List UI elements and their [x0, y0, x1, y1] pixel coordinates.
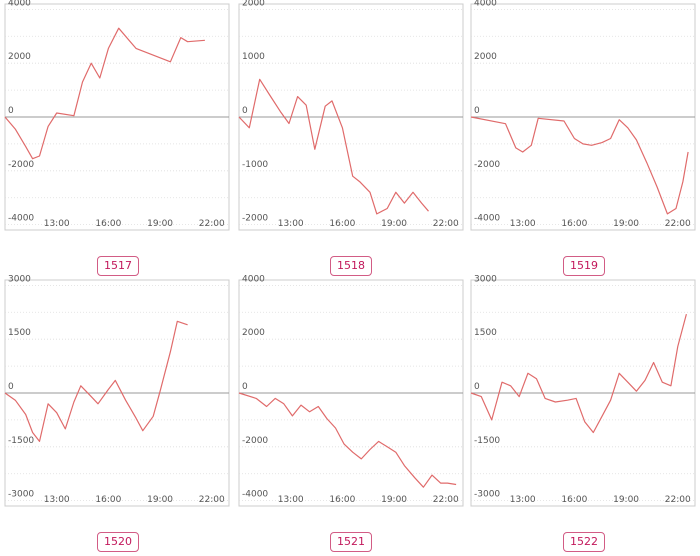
x-tick-label: 13:00 [278, 495, 304, 505]
x-tick-label: 19:00 [613, 495, 639, 505]
chart-panel-1522: 3000 1500 0 -1500 -3000 13:00 16:00 19:00 22:00 … [470, 274, 698, 556]
line-chart-1522: 3000 1500 0 -1500 -3000 13:00 16:00 19:00 22:00 [470, 274, 696, 507]
y-tick-label: -2000 [242, 436, 268, 446]
y-tick-label: 0 [242, 382, 248, 392]
x-tick-label: 16:00 [95, 219, 121, 229]
y-tick-label: 1500 [8, 328, 31, 338]
chart-label-1522[interactable]: 1522 [563, 532, 605, 552]
y-tick-label: -2000 [242, 214, 268, 224]
y-tick-label: -2000 [8, 160, 34, 170]
chart-panel-1521: 4000 2000 0 -2000 -4000 13:00 16:00 19:00 22:00 … [238, 274, 466, 556]
y-tick-label: -4000 [474, 214, 500, 224]
x-tick-label: 19:00 [381, 219, 407, 229]
y-tick-label: 0 [474, 382, 480, 392]
series-line [238, 392, 457, 488]
x-tick-label: 13:00 [44, 495, 70, 505]
y-tick-label: 4000 [8, 0, 31, 8]
chart-label-1518[interactable]: 1518 [330, 256, 372, 276]
x-tick-label: 22:00 [199, 495, 225, 505]
y-tick-label: 1000 [242, 52, 265, 62]
y-tick-label: 3000 [474, 274, 497, 284]
x-tick-label: 19:00 [381, 495, 407, 505]
x-tick-label: 13:00 [278, 219, 304, 229]
chart-panel-1518: 2000 1000 0 -1000 -2000 13:00 16:00 19:00 22:00 … [238, 0, 466, 280]
x-tick-label: 22:00 [433, 219, 459, 229]
x-tick-label: 16:00 [329, 495, 355, 505]
line-chart-1519: 4000 2000 0 -2000 -4000 13:00 16:00 19:00 22:00 [470, 0, 696, 231]
y-tick-label: -1500 [8, 436, 34, 446]
line-chart-1518: 2000 1000 0 -1000 -2000 13:00 16:00 19:00 22:00 [238, 0, 464, 231]
x-tick-label: 22:00 [665, 495, 691, 505]
x-tick-label: 16:00 [561, 219, 587, 229]
series-line [4, 27, 205, 160]
chart-label-1521[interactable]: 1521 [330, 532, 372, 552]
chart-label-1517[interactable]: 1517 [97, 256, 139, 276]
x-tick-label: 13:00 [44, 219, 70, 229]
y-tick-label: 1500 [474, 328, 497, 338]
series-line [470, 313, 687, 434]
chart-label-1519[interactable]: 1519 [563, 256, 605, 276]
y-tick-label: 4000 [242, 274, 265, 284]
series-line [470, 116, 689, 215]
y-tick-label: 4000 [474, 0, 497, 8]
y-tick-label: -3000 [8, 490, 34, 500]
y-tick-label: 3000 [8, 274, 31, 284]
y-tick-label: 0 [8, 106, 14, 116]
x-tick-label: 13:00 [510, 495, 536, 505]
x-tick-label: 19:00 [147, 495, 173, 505]
x-tick-label: 22:00 [433, 495, 459, 505]
y-tick-label: 2000 [8, 52, 31, 62]
chart-panel-1519: 4000 2000 0 -2000 -4000 13:00 16:00 19:00 22:00 … [470, 0, 698, 280]
line-chart-1521: 4000 2000 0 -2000 -4000 13:00 16:00 19:00 22:00 [238, 274, 464, 507]
y-tick-label: -4000 [8, 214, 34, 224]
chart-panel-1520: 3000 1500 0 -1500 -3000 13:00 16:00 19:00 22:00 … [4, 274, 232, 556]
y-tick-label: -2000 [474, 160, 500, 170]
chart-panel-1517: 4000 2000 0 -2000 -4000 13:00 16:00 19:00 22:00 … [4, 0, 232, 280]
y-tick-label: 2000 [242, 0, 265, 8]
y-tick-label: 2000 [474, 52, 497, 62]
line-chart-1520: 3000 1500 0 -1500 -3000 13:00 16:00 19:00 22:00 [4, 274, 230, 507]
y-tick-label: 0 [242, 106, 248, 116]
x-tick-label: 19:00 [147, 219, 173, 229]
chart-label-1520[interactable]: 1520 [97, 532, 139, 552]
x-tick-label: 22:00 [665, 219, 691, 229]
y-tick-label: -4000 [242, 490, 268, 500]
y-tick-label: -1500 [474, 436, 500, 446]
x-tick-label: 19:00 [613, 219, 639, 229]
series-line [238, 78, 429, 215]
x-tick-label: 13:00 [510, 219, 536, 229]
y-tick-label: 0 [8, 382, 14, 392]
series-line [4, 320, 188, 442]
x-tick-label: 16:00 [95, 495, 121, 505]
y-tick-label: -1000 [242, 160, 268, 170]
x-tick-label: 22:00 [199, 219, 225, 229]
y-tick-label: 0 [474, 106, 480, 116]
line-chart-1517: 4000 2000 0 -2000 -4000 13:00 16:00 19:00 22:00 [4, 0, 230, 231]
x-tick-label: 16:00 [561, 495, 587, 505]
x-tick-label: 16:00 [329, 219, 355, 229]
y-tick-label: -3000 [474, 490, 500, 500]
y-tick-label: 2000 [242, 328, 265, 338]
